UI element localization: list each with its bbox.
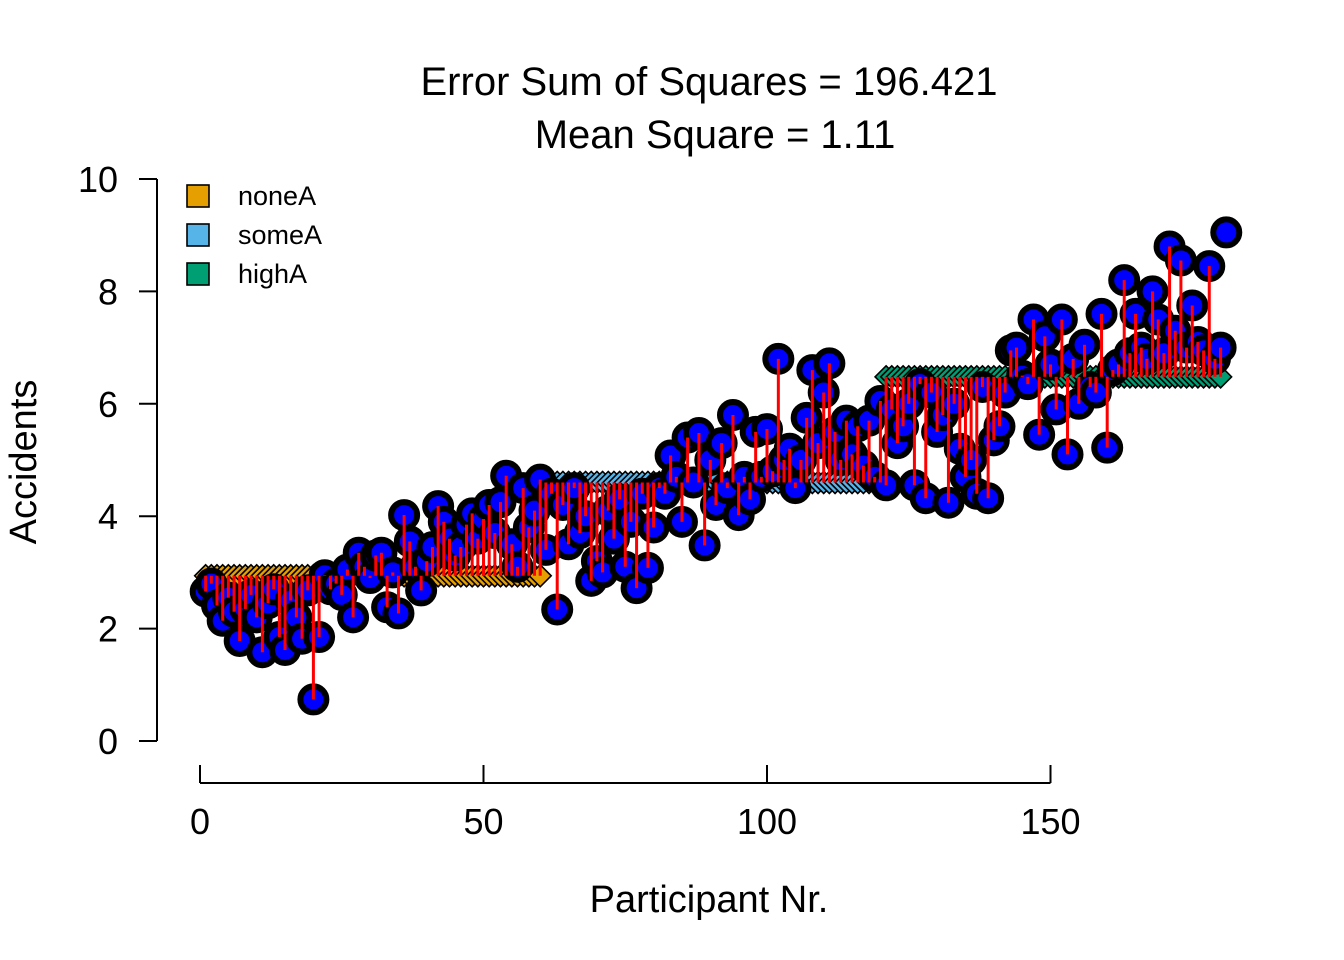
- data-points: [189, 216, 1243, 716]
- chart-title-group: Error Sum of Squares = 196.421 Mean Squa…: [421, 60, 998, 157]
- legend-swatch-noneA: [186, 184, 210, 208]
- y-axis: 0 2 4 6 8 10: [78, 159, 158, 762]
- x-axis: 0 50 100 150: [190, 765, 1081, 842]
- chart-title: Error Sum of Squares = 196.421: [421, 60, 998, 104]
- x-tick-label: 100: [737, 801, 797, 842]
- legend: noneA someA highA: [186, 181, 322, 289]
- y-tick-label: 2: [98, 609, 118, 650]
- legend-label-noneA: noneA: [238, 181, 316, 211]
- x-tick-label: 0: [190, 801, 210, 842]
- x-axis-title: Participant Nr.: [590, 879, 829, 921]
- y-axis-title: Accidents: [3, 380, 45, 545]
- legend-label-someA: someA: [238, 220, 322, 250]
- x-tick-label: 150: [1020, 801, 1080, 842]
- residual-lines: [204, 246, 1223, 700]
- legend-label-highA: highA: [238, 259, 307, 289]
- legend-swatch-someA: [186, 223, 210, 247]
- y-tick-label: 4: [98, 496, 118, 537]
- legend-swatch-highA: [186, 262, 210, 286]
- y-tick-label: 6: [98, 384, 118, 425]
- x-tick-label: 50: [463, 801, 503, 842]
- y-tick-label: 8: [98, 271, 118, 312]
- chart-subtitle: Mean Square = 1.11: [535, 113, 896, 157]
- data-point: [1210, 216, 1243, 249]
- y-tick-label: 10: [78, 159, 118, 200]
- y-tick-label: 0: [98, 721, 118, 762]
